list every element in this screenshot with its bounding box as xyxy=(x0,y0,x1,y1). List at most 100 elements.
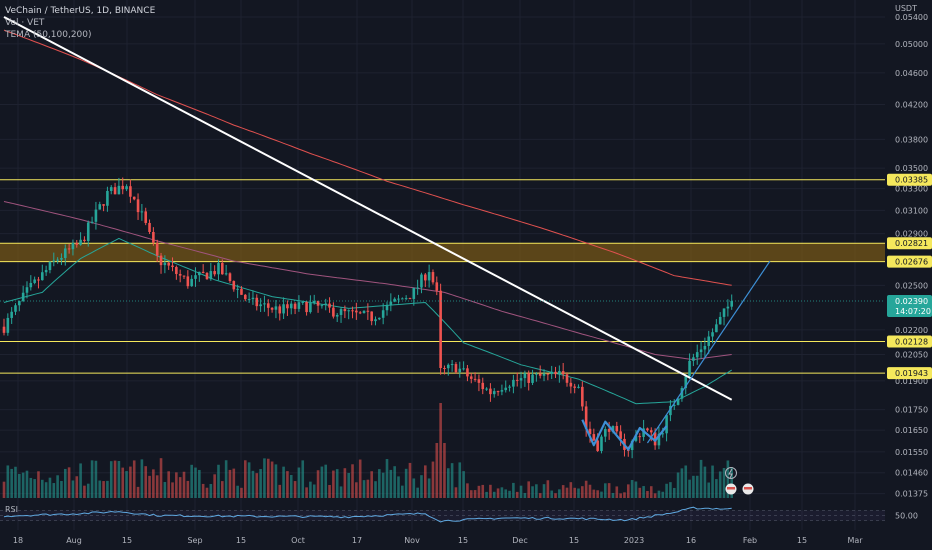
volume-bar xyxy=(707,482,711,498)
volume-bar xyxy=(79,463,82,498)
chart-legend: VeChain / TetherUS, 1D, BINANCE Vol · VE… xyxy=(5,5,155,41)
candle-body xyxy=(688,360,691,377)
candle-body xyxy=(592,434,596,441)
candle-body xyxy=(378,317,381,320)
volume-bar xyxy=(125,471,128,498)
candle-body xyxy=(653,432,657,446)
drawing-lines[interactable] xyxy=(3,16,771,451)
level-price-tag xyxy=(887,367,932,380)
candle-body xyxy=(703,345,707,350)
candle-body xyxy=(60,257,63,260)
price-tick: 0.01460 xyxy=(895,469,928,478)
symbol-title[interactable]: VeChain / TetherUS, 1D, BINANCE xyxy=(5,6,156,16)
candle-body xyxy=(711,332,714,337)
candle-body xyxy=(431,272,435,283)
volume-bar xyxy=(366,479,370,498)
candle-body xyxy=(293,303,297,309)
candle-body xyxy=(190,278,193,287)
time-axis[interactable]: 18 Aug 15 Sep 15 Oct 17 Nov 15 Dec 15 2023 16 Feb 15 Ma… xyxy=(13,536,863,545)
candle-body xyxy=(175,267,178,274)
candle-body xyxy=(243,294,247,300)
volume-bar xyxy=(232,468,236,498)
time-tick: Mar xyxy=(847,536,863,545)
horizontal-levels[interactable] xyxy=(0,179,885,374)
candle-body xyxy=(247,299,251,301)
volume-bar xyxy=(542,484,546,498)
volume-bar xyxy=(171,482,174,498)
candle-body xyxy=(473,378,477,380)
candle-body xyxy=(163,262,167,266)
volume-bar xyxy=(343,468,347,498)
event-markers[interactable] xyxy=(725,467,754,495)
candle-body xyxy=(550,371,553,375)
volume-bar xyxy=(117,460,121,498)
volume-bar xyxy=(569,482,573,498)
volume-bar xyxy=(408,462,412,498)
time-tick: 15 xyxy=(122,536,132,545)
volume-bar xyxy=(531,486,534,498)
candle-body xyxy=(634,436,638,441)
price-axis[interactable]: 0.05400 0.05000 0.04600 0.04200 0.03800 0.035… xyxy=(895,13,928,499)
volume-bar xyxy=(492,491,496,498)
volume-bar xyxy=(466,483,469,498)
volume-bar xyxy=(515,491,519,498)
volume-bar xyxy=(278,484,282,498)
volume-bar xyxy=(458,462,462,498)
candle-body xyxy=(581,386,584,407)
volume-bar xyxy=(573,487,576,498)
candle-body xyxy=(435,282,439,291)
tema-indicator-label[interactable]: TEMA (50,100,200) xyxy=(5,30,92,40)
candle-body xyxy=(339,309,343,315)
volume-bar xyxy=(672,487,676,498)
volume-bar xyxy=(98,480,102,498)
volume-bar xyxy=(381,472,385,498)
rsi-band xyxy=(0,510,885,521)
volume-bar xyxy=(136,486,140,498)
volume-bar xyxy=(412,478,416,498)
candle-body xyxy=(117,185,121,195)
rsi-indicator-label[interactable]: RSI xyxy=(5,505,18,514)
volume-bar xyxy=(477,485,481,498)
volume-bar xyxy=(718,471,722,498)
volume-bar xyxy=(190,464,193,498)
volume-bar xyxy=(378,469,381,498)
volume-bar xyxy=(722,467,726,498)
volume-bar xyxy=(71,480,75,498)
volume-bar xyxy=(519,485,523,498)
level-price-tag xyxy=(887,237,932,250)
level-price-text: 0.02128 xyxy=(895,337,928,346)
volume-indicator-label[interactable]: Vol · VET xyxy=(5,18,45,28)
volume-bar xyxy=(155,475,159,498)
volume-bar xyxy=(634,481,638,498)
volume-bar xyxy=(339,486,343,498)
candle-body xyxy=(266,303,270,308)
candle-body xyxy=(63,248,67,258)
volume-bar xyxy=(328,484,331,498)
volume-bar xyxy=(462,471,465,498)
candle-body xyxy=(500,390,504,392)
resistance-zone xyxy=(0,242,885,263)
price-tick: 0.04600 xyxy=(895,69,928,78)
candle-body xyxy=(389,301,393,305)
volume-bar xyxy=(236,485,239,498)
candle-body xyxy=(607,429,611,432)
volume-bar xyxy=(129,466,132,498)
volume-bar xyxy=(209,483,213,498)
candle-body xyxy=(454,364,458,373)
volume-bar xyxy=(90,460,94,498)
volume-bar xyxy=(198,469,201,498)
candle-body xyxy=(450,364,454,366)
zone-fill xyxy=(0,243,885,262)
candle-body xyxy=(52,260,56,262)
candle-body xyxy=(83,239,86,242)
candle-body xyxy=(489,388,492,395)
volume-bar xyxy=(588,484,592,498)
volume-bar xyxy=(362,480,366,498)
volume-bar xyxy=(205,487,209,498)
currency-unit: USDT xyxy=(895,4,917,13)
level-price-text: 0.02821 xyxy=(895,239,928,248)
candle-body xyxy=(715,324,718,333)
rsi-pane: 50.00 xyxy=(0,506,918,523)
volume-bar xyxy=(596,490,599,498)
